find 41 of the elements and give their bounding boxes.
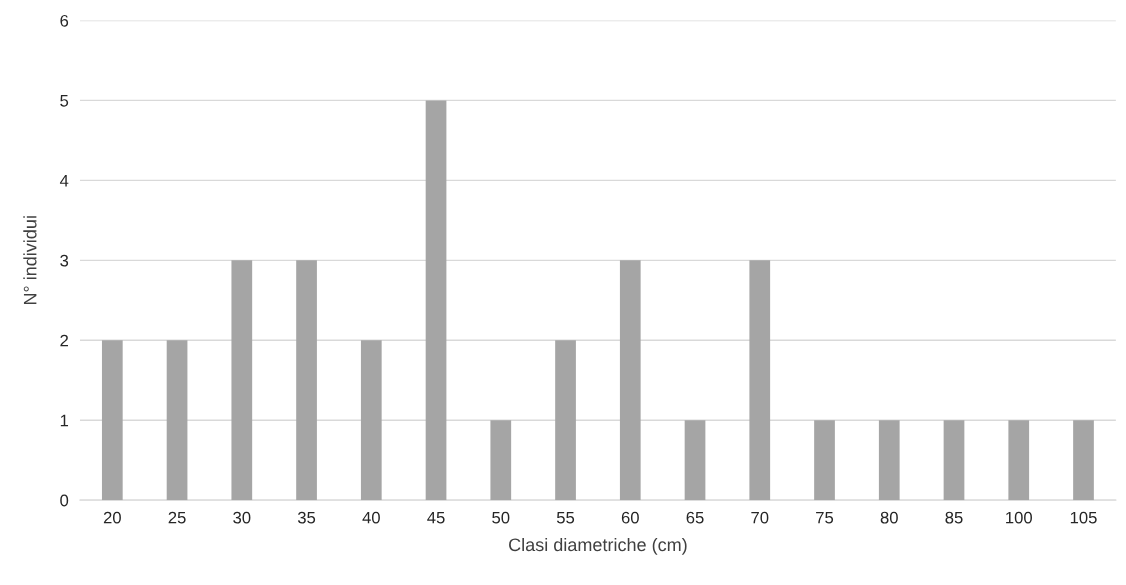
x-tick-label: 35 — [297, 511, 316, 524]
y-tick-label: 4 — [59, 174, 69, 187]
bar — [1073, 420, 1094, 501]
x-tick-label: 20 — [103, 511, 121, 524]
y-axis-title: N° individui — [23, 216, 37, 305]
x-tick-label: 70 — [751, 511, 769, 524]
y-tick-label: 0 — [60, 494, 69, 507]
x-tick-label: 40 — [362, 511, 380, 524]
bar — [878, 420, 900, 501]
x-tick-label: 60 — [621, 511, 639, 524]
bar — [684, 420, 706, 501]
bar — [814, 420, 835, 501]
y-tick-label: 2 — [60, 334, 68, 347]
bar — [1008, 420, 1030, 501]
x-tick-label: 30 — [233, 511, 251, 524]
x-tick-label: 25 — [168, 511, 186, 524]
bar — [360, 340, 382, 501]
x-tick-label: 80 — [880, 511, 898, 524]
bar — [296, 260, 317, 501]
bar — [231, 260, 253, 501]
x-tick-label: 65 — [686, 511, 704, 524]
y-tick-label: 3 — [60, 254, 69, 267]
x-tick-label: 85 — [945, 511, 963, 524]
y-tick-label: 1 — [60, 414, 69, 427]
bar — [425, 100, 447, 501]
bar — [166, 340, 188, 501]
x-tick-label: 75 — [816, 511, 834, 524]
x-tick-label: 100 — [1006, 511, 1032, 524]
x-tick-label: 45 — [427, 511, 445, 524]
y-tick-label: 6 — [60, 14, 69, 27]
bar — [619, 260, 641, 501]
bar — [490, 420, 512, 501]
x-tick-label: 55 — [556, 511, 575, 524]
x-tick-label: 50 — [492, 511, 510, 524]
x-tick-label: 105 — [1070, 511, 1097, 524]
bar — [943, 420, 965, 501]
bar — [749, 260, 771, 501]
bar — [555, 340, 576, 501]
y-tick-label: 5 — [60, 95, 69, 107]
x-axis-title: Clasi diametriche (cm) — [509, 537, 687, 555]
bar — [101, 340, 123, 501]
